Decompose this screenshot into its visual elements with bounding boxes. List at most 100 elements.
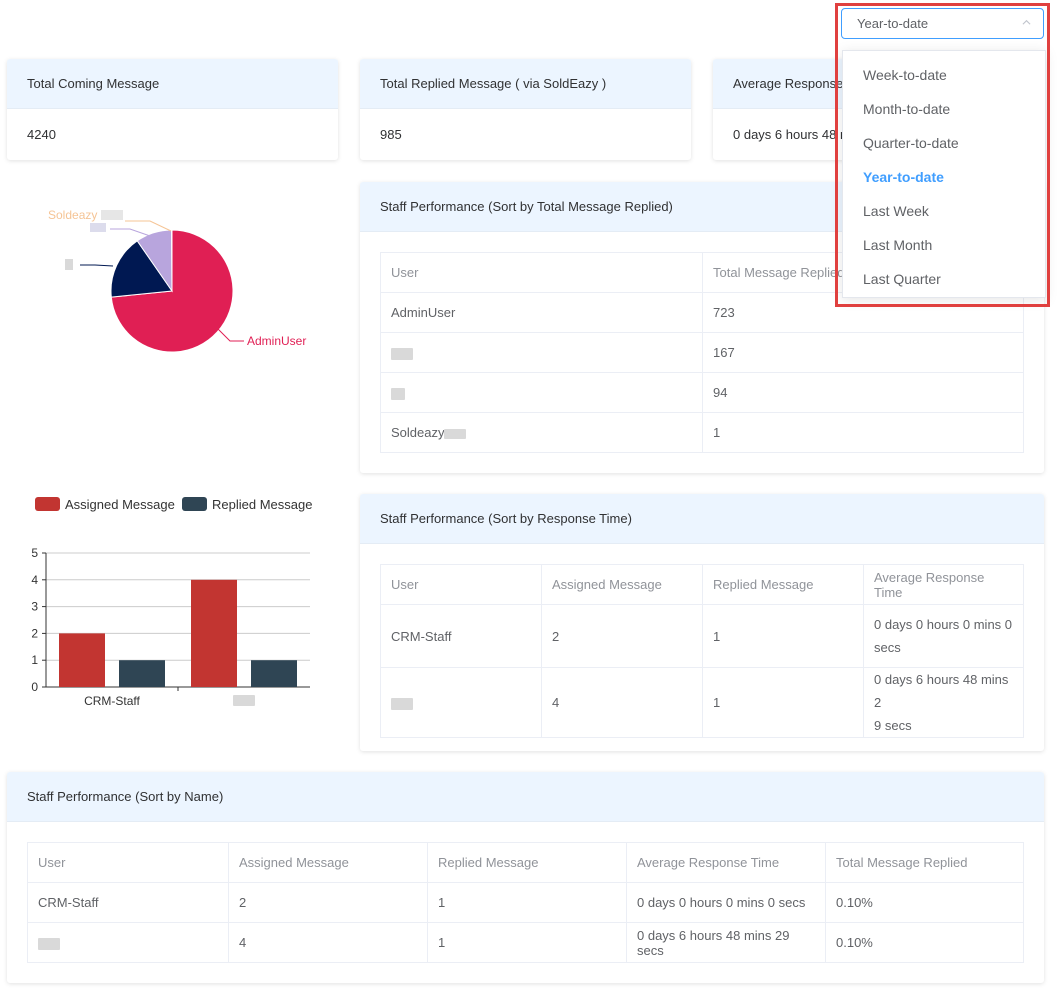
cell-user [380,372,703,413]
perf-response-title: Staff Performance (Sort by Response Time… [360,494,1044,544]
bar[interactable] [251,660,297,687]
response-time-line: 9 secs [874,718,912,733]
option-last-month[interactable]: Last Month [863,237,933,253]
bar[interactable] [59,633,105,687]
cell-value: 167 [702,332,1024,373]
date-range-value: Year-to-date [857,16,929,31]
col-user: User [380,252,703,293]
response-time-line: secs [874,640,901,655]
redacted-user [391,697,413,710]
perf-name-table: User Assigned Message Replied Message Av… [27,842,1024,963]
response-time-line: 0 days 6 hours 48 mins 2 [874,672,1009,710]
stat-card-value: 4240 [27,127,56,142]
stat-card-label: Total Replied Message ( via SoldEazy ) [360,59,691,109]
option-year-to-date[interactable]: Year-to-date [863,169,944,185]
cell-user: CRM-Staff [27,882,229,923]
table-row: 4 1 0 days 6 hours 48 mins 29 secs 0.10% [27,922,1024,963]
stat-card-value: 0 days 6 hours 48 mins [733,127,868,142]
pie-label-line-soldeazy [125,220,172,232]
y-tick-label: 0 [31,680,38,694]
cell-assigned: 2 [228,882,428,923]
legend-label: Replied Message [212,497,313,512]
perf-response-card: Staff Performance (Sort by Response Time… [360,494,1044,751]
table-row: 94 [380,372,1024,413]
legend-swatch [35,497,60,511]
table-row: Soldeazy 1 [380,412,1024,453]
bar-xlabel-blur [233,695,255,706]
response-time-line: 0 days 0 hours 0 mins 0 [874,617,1013,632]
redacted-user [391,347,413,360]
date-range-select[interactable]: Year-to-date [841,8,1044,39]
cell-value: 723 [702,292,1024,333]
pie-label-line-lilac [110,228,154,238]
cell-user: AdminUser [380,292,703,333]
stat-card-replied: Total Replied Message ( via SoldEazy ) 9… [360,59,691,160]
pie-label-admin: AdminUser [247,334,306,348]
legend-swatch [182,497,207,511]
col-replied: Replied Message [427,842,627,883]
table-row: CRM-Staff 2 1 0 days 0 hours 0 mins 0 sec… [380,604,1024,668]
stat-card-coming: Total Coming Message 4240 [7,59,338,160]
option-quarter-to-date[interactable]: Quarter-to-date [863,135,959,151]
pie-label-blur [65,259,73,270]
cell-user [380,667,542,738]
col-response-time: Average Response Time [626,842,826,883]
pie-label-soldeazy: Soldeazy [48,208,97,222]
cell-response-time: 0 days 0 hours 0 mins 0 secs [863,604,1024,668]
stat-card-label: Total Coming Message [7,59,338,109]
cell-replied: 1 [427,922,627,963]
cell-response-time: 0 days 0 hours 0 mins 0 secs [626,882,826,923]
col-user: User [380,564,542,605]
y-tick-label: 2 [31,626,38,640]
table-row: AdminUser 723 [380,292,1024,333]
bar[interactable] [191,579,237,687]
table-row: 4 1 0 days 6 hours 48 mins 2 9 secs [380,667,1024,738]
redacted-user [391,387,405,400]
option-week-to-date[interactable]: Week-to-date [863,67,947,83]
cell-replied: 1 [702,604,864,668]
cell-total-replied: 0.10% [825,882,1024,923]
cell-user [380,332,703,373]
cell-assigned: 2 [541,604,703,668]
table-header-row: User Assigned Message Replied Message Av… [380,564,1024,605]
pie-slice[interactable] [110,240,173,298]
col-replied: Replied Message [702,564,864,605]
redacted-user [38,937,60,950]
option-last-quarter[interactable]: Last Quarter [863,271,941,287]
cell-value: 1 [702,412,1024,453]
y-tick-label: 1 [31,653,38,667]
pie-chart: Soldeazy AdminUser [48,208,306,353]
cell-value: 94 [702,372,1024,413]
bar[interactable] [119,660,165,687]
pie-label-line-admin [213,324,244,342]
bar-legend-assigned[interactable]: Assigned Message [35,497,175,512]
cell-user: CRM-Staff [380,604,542,668]
col-user: User [27,842,229,883]
y-tick-label: 4 [31,573,38,587]
cell-assigned: 4 [228,922,428,963]
y-tick-label: 3 [31,600,38,614]
redacted-user [444,428,467,439]
col-total-replied: Total Message Replied [825,842,1024,883]
cell-replied: 1 [427,882,627,923]
cell-user: Soldeazy [380,412,703,453]
bar-legend-replied[interactable]: Replied Message [182,497,312,512]
col-assigned: Assigned Message [228,842,428,883]
x-tick-label: CRM-Staff [84,694,140,708]
cell-user [27,922,229,963]
col-response-time: Average Response Time [863,564,1024,605]
perf-response-table: User Assigned Message Replied Message Av… [380,564,1024,738]
cell-response-time: 0 days 6 hours 48 mins 2 9 secs [863,667,1024,738]
date-range-dropdown: Week-to-date Month-to-date Quarter-to-da… [842,50,1046,298]
chevron-up-icon [1022,19,1031,25]
cell-assigned: 4 [541,667,703,738]
pie-label-blur [90,223,106,232]
col-assigned: Assigned Message [541,564,703,605]
stat-card-value: 985 [380,127,402,142]
option-last-week[interactable]: Last Week [863,203,929,219]
cell-replied: 1 [702,667,864,738]
perf-name-title: Staff Performance (Sort by Name) [7,772,1044,822]
cell-response-time: 0 days 6 hours 48 mins 29 secs [626,922,826,963]
cell-total-replied: 0.10% [825,922,1024,963]
option-month-to-date[interactable]: Month-to-date [863,101,951,117]
